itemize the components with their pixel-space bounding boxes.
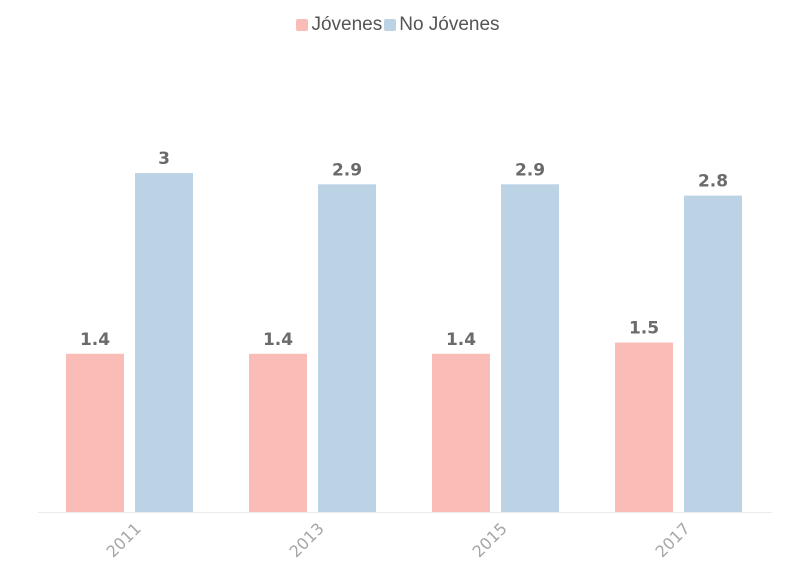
legend-swatch-jovenes: [296, 19, 309, 31]
bar-no-jovenes-2013[interactable]: [318, 184, 376, 513]
bar-jovenes-2015[interactable]: [432, 353, 490, 512]
bar-jovenes-2017[interactable]: [615, 342, 673, 513]
bar-jovenes-2013[interactable]: [249, 353, 307, 512]
x-tick-label-2011: 2011: [102, 519, 144, 561]
bar-no-jovenes-2017[interactable]: [684, 195, 742, 512]
x-tick-label-2015: 2015: [468, 519, 510, 561]
legend-item-jovenes[interactable]: Jóvenes: [296, 14, 382, 36]
value-label-no-jovenes-2017: 2.8: [698, 172, 728, 192]
value-label-no-jovenes-2013: 2.9: [332, 160, 362, 180]
bar-no-jovenes-2011[interactable]: [135, 173, 193, 512]
value-label-jovenes-2011: 1.4: [80, 330, 110, 350]
value-label-no-jovenes-2011: 3: [158, 149, 170, 169]
value-label-jovenes-2015: 1.4: [446, 330, 476, 350]
legend-item-no-jovenes[interactable]: No Jóvenes: [384, 14, 500, 36]
value-label-no-jovenes-2015: 2.9: [515, 160, 545, 180]
chart-legend: Jóvenes No Jóvenes: [0, 14, 796, 36]
value-label-jovenes-2017: 1.5: [629, 319, 659, 339]
legend-label-no-jovenes: No Jóvenes: [399, 14, 500, 35]
legend-label-jovenes: Jóvenes: [311, 14, 383, 35]
value-label-jovenes-2013: 1.4: [263, 330, 293, 350]
legend-swatch-no-jovenes: [384, 19, 397, 31]
x-tick-label-2013: 2013: [285, 519, 327, 561]
x-tick-label-2017: 2017: [651, 519, 693, 561]
bar-jovenes-2011[interactable]: [66, 353, 124, 512]
bar-no-jovenes-2015[interactable]: [501, 184, 559, 513]
